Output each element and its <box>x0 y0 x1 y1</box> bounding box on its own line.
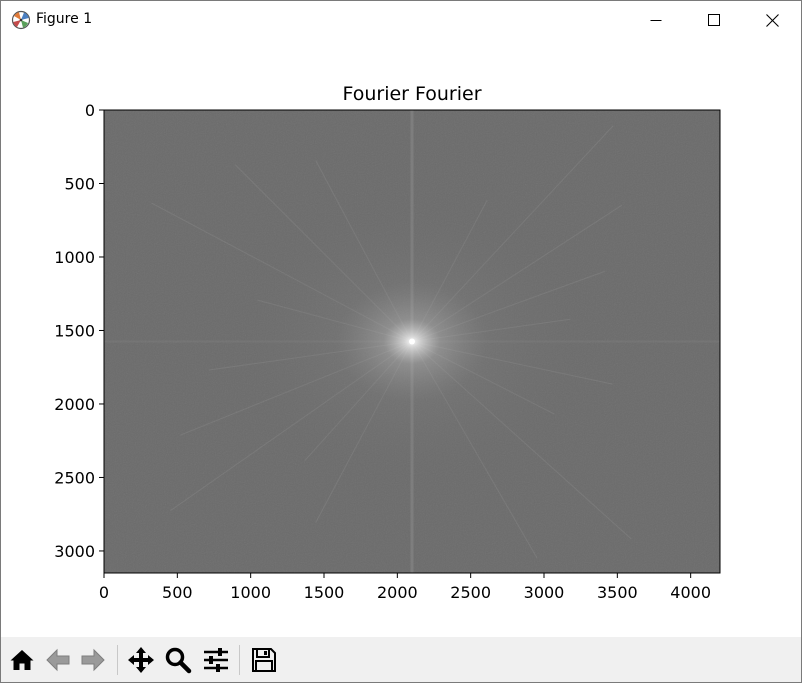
arrow-left-icon <box>46 648 70 672</box>
x-tick-label: 2500 <box>450 583 491 602</box>
y-tick-label: 500 <box>64 174 95 193</box>
configure-subplots-button[interactable] <box>199 643 233 677</box>
y-tick-label: 1000 <box>54 248 95 267</box>
save-button[interactable] <box>247 643 281 677</box>
plot-title: Fourier Fourier <box>342 83 481 105</box>
x-axis-ticks: 0 500 1000 1500 2000 2500 3000 3500 4000 <box>99 573 711 602</box>
back-button[interactable] <box>41 643 75 677</box>
window-title: Figure 1 <box>36 11 93 27</box>
toolbar-separator <box>117 645 118 675</box>
title-bar[interactable]: Figure 1 <box>1 1 801 39</box>
magnifier-icon <box>165 647 192 674</box>
x-tick-label: 1000 <box>230 583 271 602</box>
move-icon <box>128 647 154 673</box>
zoom-button[interactable] <box>161 643 195 677</box>
x-tick-label: 500 <box>162 583 193 602</box>
matplotlib-logo-icon <box>11 10 31 30</box>
floppy-disk-icon <box>252 648 276 672</box>
heatmap-plot[interactable]: Fourier Fourier 0 500 1000 1500 2000 2500 3000… <box>1 39 801 637</box>
maximize-icon <box>708 14 720 26</box>
sliders-icon <box>204 648 228 672</box>
arrow-right-icon <box>81 648 105 672</box>
close-button[interactable] <box>743 1 801 39</box>
x-tick-label: 1500 <box>304 583 345 602</box>
image-axes <box>104 110 720 573</box>
y-axis-ticks: 0 500 1000 1500 2000 2500 3000 <box>54 101 104 561</box>
maximize-button[interactable] <box>685 1 743 39</box>
central-peak <box>409 338 415 345</box>
forward-button[interactable] <box>76 643 110 677</box>
navigation-toolbar <box>1 637 801 682</box>
y-tick-label: 1500 <box>54 321 95 340</box>
y-tick-label: 3000 <box>54 542 95 561</box>
figure-canvas[interactable]: Fourier Fourier 0 500 1000 1500 2000 2500 3000… <box>1 39 801 637</box>
minimize-icon <box>650 20 662 21</box>
y-tick-label: 0 <box>85 101 95 120</box>
pan-button[interactable] <box>124 643 158 677</box>
minimize-button[interactable] <box>627 1 685 39</box>
x-tick-label: 3000 <box>524 583 565 602</box>
home-button[interactable] <box>5 643 39 677</box>
y-tick-label: 2000 <box>54 395 95 414</box>
x-tick-label: 3500 <box>597 583 638 602</box>
x-tick-label: 0 <box>99 583 109 602</box>
axes-frame <box>103 109 721 574</box>
toolbar-separator <box>239 645 240 675</box>
x-tick-label: 4000 <box>670 583 711 602</box>
close-icon <box>765 13 779 27</box>
home-icon <box>10 650 34 670</box>
x-tick-label: 2000 <box>377 583 418 602</box>
y-tick-label: 2500 <box>54 468 95 487</box>
